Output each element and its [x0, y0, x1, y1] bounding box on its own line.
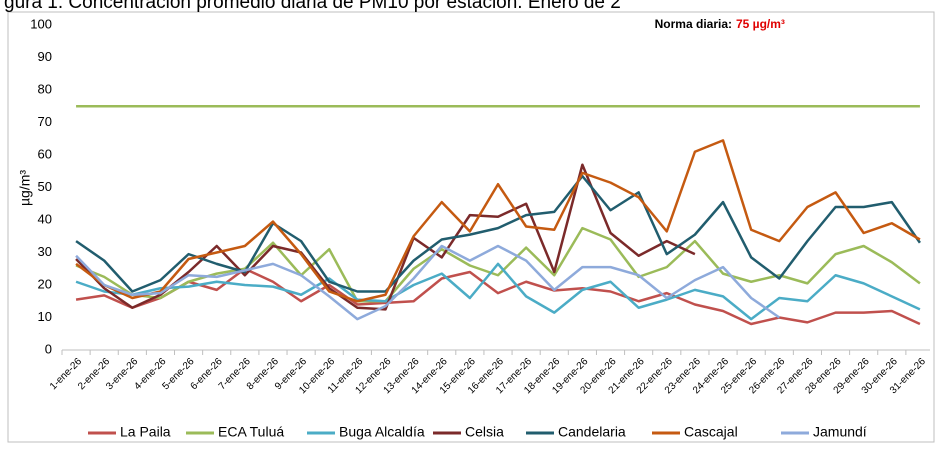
y-tick-label: 90	[38, 49, 52, 64]
legend-label: Candelaria	[558, 424, 626, 440]
y-axis-label: µg/m³	[17, 170, 33, 206]
annotation: Norma diaria:	[655, 17, 732, 31]
legend-label: Cascajal	[684, 424, 738, 440]
chart-title: gura 1. Concentración promedio diaria de…	[4, 0, 621, 13]
series-line	[75, 174, 921, 293]
y-tick-label: 40	[38, 211, 52, 226]
y-tick-label: 0	[45, 341, 52, 356]
series-line	[75, 139, 921, 303]
legend-label: La Paila	[120, 424, 171, 440]
y-tick-label: 50	[38, 179, 52, 194]
y-tick-label: 30	[38, 244, 52, 259]
series-line	[75, 226, 921, 303]
chart-frame	[7, 11, 935, 443]
legend-label: Jamundí	[813, 424, 867, 440]
legend-label: Buga Alcaldía	[339, 424, 425, 440]
legend-label: ECA Tuluá	[218, 424, 284, 440]
legend-label: Celsia	[465, 424, 504, 440]
y-tick-label: 80	[38, 81, 52, 96]
series-line	[75, 262, 921, 321]
annotation-value: 75 µg/m³	[736, 17, 785, 31]
series-line	[75, 244, 781, 321]
y-tick-label: 10	[38, 309, 52, 324]
y-tick-label: 20	[38, 276, 52, 291]
y-tick-label: 70	[38, 114, 52, 129]
y-tick-label: 100	[30, 16, 52, 31]
y-tick-label: 60	[38, 146, 52, 161]
